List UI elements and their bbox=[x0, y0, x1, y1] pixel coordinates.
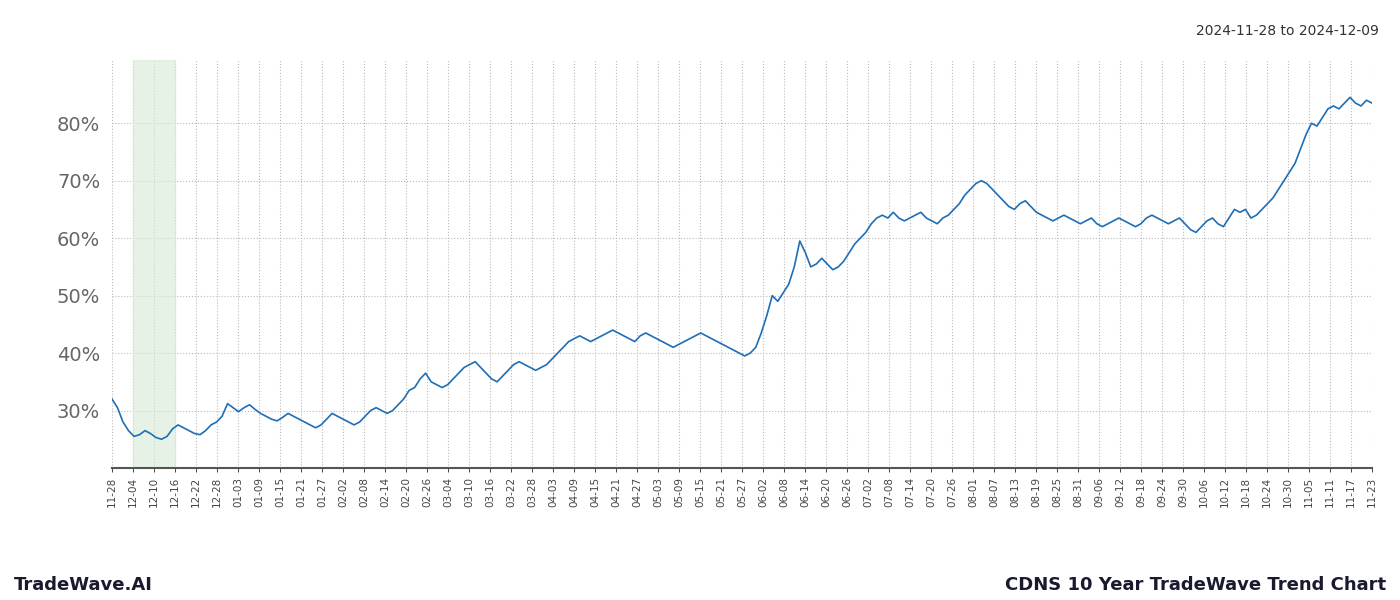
Text: CDNS 10 Year TradeWave Trend Chart: CDNS 10 Year TradeWave Trend Chart bbox=[1005, 576, 1386, 594]
Text: 2024-11-28 to 2024-12-09: 2024-11-28 to 2024-12-09 bbox=[1196, 24, 1379, 38]
Bar bbox=[133, 60, 175, 468]
Text: TradeWave.AI: TradeWave.AI bbox=[14, 576, 153, 594]
